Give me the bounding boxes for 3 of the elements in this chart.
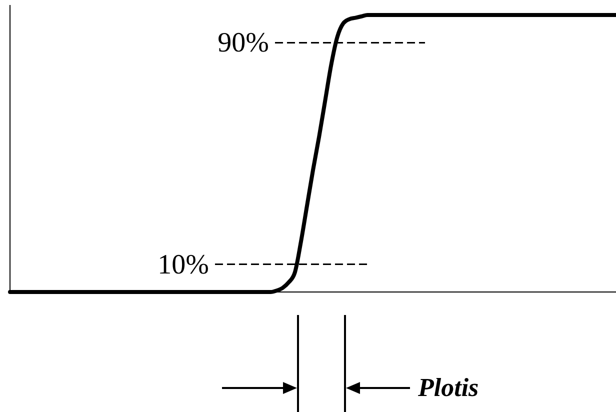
text: Plotis <box>417 373 479 402</box>
ref-line-label: 90% <box>218 28 269 59</box>
ref-line-label: 10% <box>158 249 209 280</box>
